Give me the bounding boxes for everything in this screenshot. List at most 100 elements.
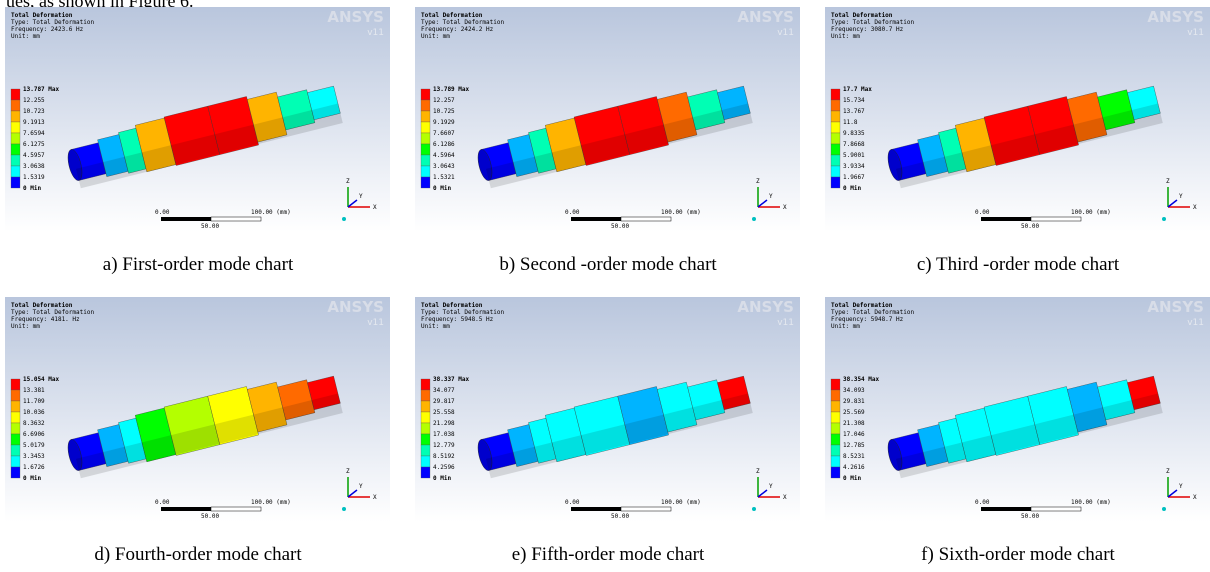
legend-label: 0 Min — [843, 475, 861, 482]
legend-label: 3.0638 — [23, 163, 45, 170]
triad-label: X — [373, 204, 377, 211]
legend-label: 9.8335 — [843, 130, 865, 137]
triad-origin — [342, 217, 346, 221]
triad-origin — [752, 217, 756, 221]
header-line: Unit: mm — [421, 323, 450, 330]
logo: ANSYS — [737, 298, 794, 316]
legend-label: 38.337 Max — [433, 376, 470, 383]
legend-swatch — [11, 111, 20, 122]
triad-axis — [758, 200, 767, 207]
triad-label: X — [783, 204, 787, 211]
legend-swatch — [831, 445, 840, 456]
triad-label: Z — [1166, 468, 1170, 475]
page: ues, as shown in Figure 6. (() => { cons… — [0, 0, 1210, 572]
legend-swatch — [831, 390, 840, 401]
triad-axis — [348, 490, 357, 497]
legend-swatch — [831, 456, 840, 467]
legend-swatch — [831, 111, 840, 122]
legend-label: 10.725 — [433, 108, 455, 115]
legend-swatch — [421, 379, 430, 390]
legend-label: 5.9001 — [843, 152, 865, 159]
legend-label: 12.785 — [843, 442, 865, 449]
caption: c) Third -order mode chart — [813, 254, 1210, 276]
legend-label: 6.6906 — [23, 431, 45, 438]
logo: ANSYS — [327, 298, 384, 316]
header-line: Unit: mm — [831, 33, 860, 40]
triad-axis — [348, 200, 357, 207]
header-line: Total Deformation — [831, 12, 893, 19]
legend-swatch — [421, 89, 430, 100]
header-line: Frequency: 3080.7 Hz — [831, 26, 904, 33]
triad-label: Y — [769, 483, 773, 490]
legend-label: 3.0643 — [433, 163, 455, 170]
logo-version: v11 — [1187, 318, 1204, 328]
legend-label: 38.354 Max — [843, 376, 880, 383]
legend-label: 29.817 — [433, 398, 455, 405]
legend-label: 9.1913 — [23, 119, 45, 126]
legend-swatch — [11, 467, 20, 478]
legend-swatch — [421, 166, 430, 177]
legend-swatch — [11, 390, 20, 401]
legend-swatch — [11, 412, 20, 423]
legend-label: 9.1929 — [433, 119, 455, 126]
legend-swatch — [11, 177, 20, 188]
legend-label: 0 Min — [433, 185, 451, 192]
scale-label: 0.00 — [565, 499, 580, 506]
legend-swatch — [421, 467, 430, 478]
shaft — [883, 365, 1163, 480]
scale-bar-white — [1031, 217, 1081, 221]
header-line: Total Deformation — [11, 12, 73, 19]
mode-panel: Total DeformationType: Total Deformation… — [415, 297, 800, 522]
legend-label: 13.767 — [843, 108, 865, 115]
legend-label: 8.5231 — [843, 453, 865, 460]
scale-label: 0.00 — [975, 499, 990, 506]
header-line: Type: Total Deformation — [11, 309, 94, 316]
caption: a) First-order mode chart — [0, 254, 403, 276]
header-line: Type: Total Deformation — [831, 19, 914, 26]
legend-label: 4.2596 — [433, 464, 455, 471]
legend-swatch — [11, 379, 20, 390]
mode-panel: Total DeformationType: Total Deformation… — [415, 7, 800, 232]
shaft — [63, 365, 343, 480]
legend-swatch — [421, 155, 430, 166]
legend-swatch — [11, 122, 20, 133]
legend-swatch — [831, 122, 840, 133]
triad-label: X — [373, 494, 377, 501]
legend-label: 17.038 — [433, 431, 455, 438]
legend-swatch — [421, 144, 430, 155]
legend-swatch — [831, 467, 840, 478]
legend-swatch — [421, 412, 430, 423]
header-line: Frequency: 5948.5 Hz — [421, 316, 494, 323]
header-line: Frequency: 4181. Hz — [11, 316, 80, 323]
triad-label: Y — [769, 193, 773, 200]
caption: d) Fourth-order mode chart — [0, 544, 403, 566]
panel-graphic: Total DeformationType: Total Deformation… — [415, 297, 800, 522]
triad-origin — [342, 507, 346, 511]
legend-swatch — [421, 133, 430, 144]
scale-bar-black — [981, 217, 1031, 221]
logo-version: v11 — [367, 28, 384, 38]
legend-label: 21.308 — [843, 420, 865, 427]
legend-swatch — [831, 379, 840, 390]
legend-swatch — [831, 166, 840, 177]
triad-label: Y — [1179, 483, 1183, 490]
legend-swatch — [831, 100, 840, 111]
scale-label: 100.00 (mm) — [1071, 209, 1111, 216]
shaft — [473, 365, 753, 480]
legend-label: 4.2616 — [843, 464, 865, 471]
header-line: Type: Total Deformation — [831, 309, 914, 316]
logo: ANSYS — [327, 8, 384, 26]
logo-version: v11 — [777, 318, 794, 328]
legend-label: 11.8 — [843, 119, 858, 126]
scale-label: 0.00 — [155, 209, 170, 216]
logo-version: v11 — [777, 28, 794, 38]
triad-label: Y — [1179, 193, 1183, 200]
legend-label: 0 Min — [843, 185, 861, 192]
panel-graphic: Total DeformationType: Total Deformation… — [825, 297, 1210, 522]
scale-bar-black — [161, 217, 211, 221]
legend-swatch — [831, 89, 840, 100]
scale-label: 50.00 — [1021, 513, 1039, 520]
header-line: Type: Total Deformation — [11, 19, 94, 26]
